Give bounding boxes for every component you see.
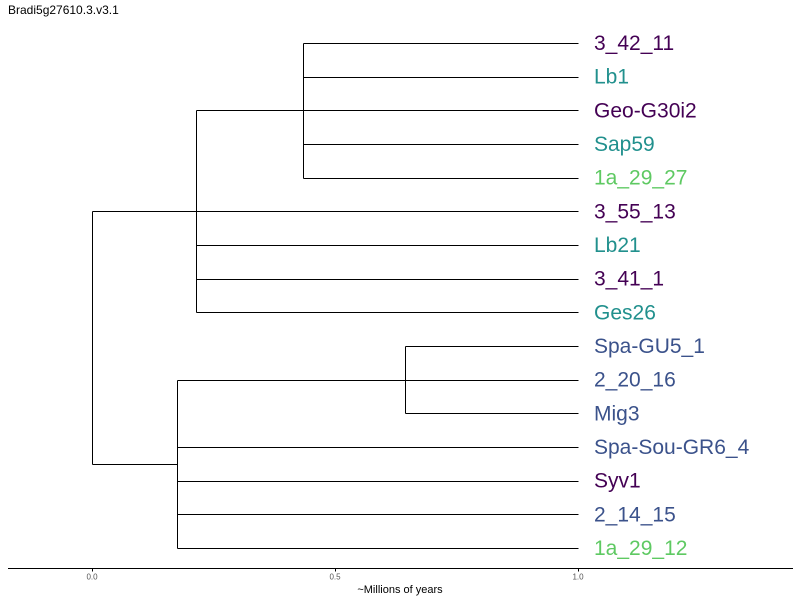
tip-label: Spa-Sou-GR6_4	[594, 436, 750, 459]
tip-label: 2_20_16	[594, 369, 676, 392]
tip-label: 3_41_1	[594, 268, 664, 291]
tip-label: Syv1	[594, 470, 641, 493]
x-tick-label: 0.5	[329, 573, 341, 582]
tip-label: Mig3	[594, 402, 640, 425]
x-axis: 0.0 0.5 1.0 ~Millions of years	[8, 568, 793, 596]
x-axis-ticks: 0.0 0.5 1.0	[86, 568, 584, 582]
tip-labels: 3_42_11 Lb1 Geo-G30i2 Sap59 1a_29_27 3_55_13 L…	[594, 32, 750, 560]
tree-branches	[92, 43, 579, 549]
tip-label: Spa-GU5_1	[594, 335, 705, 358]
tip-label: 1a_29_12	[594, 537, 687, 560]
tip-label: Sap59	[594, 133, 655, 156]
tip-label: 2_14_15	[594, 503, 676, 526]
tip-label: Lb21	[594, 234, 641, 257]
tip-label: 1a_29_27	[594, 167, 687, 190]
x-tick-label: 1.0	[572, 573, 584, 582]
tip-label: Ges26	[594, 301, 656, 324]
tip-label: 3_42_11	[594, 32, 674, 55]
x-tick-label: 0.0	[86, 573, 98, 582]
tip-label: 3_55_13	[594, 200, 676, 223]
plot-title: Bradi5g27610.3.v3.1	[8, 3, 119, 17]
x-axis-label: ~Millions of years	[357, 584, 443, 596]
tip-label: Geo-G30i2	[594, 99, 697, 122]
tip-label: Lb1	[594, 66, 629, 89]
